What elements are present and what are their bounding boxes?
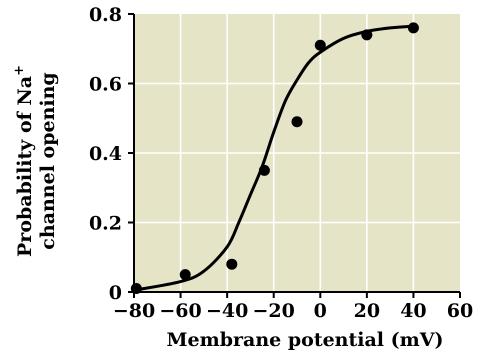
x-tick-label: −40 xyxy=(206,300,248,322)
x-tick-label: 40 xyxy=(400,300,426,322)
y-axis-title-line2: channel opening xyxy=(37,72,59,249)
x-tick-label: 60 xyxy=(447,300,473,322)
data-point xyxy=(179,269,191,281)
data-point xyxy=(361,29,373,41)
x-tick-label: −20 xyxy=(253,300,295,322)
x-tick-labels: −80 −60 −40 −20 0 20 40 60 xyxy=(113,300,473,322)
data-point xyxy=(258,164,270,176)
x-axis-title: Membrane potential (mV) xyxy=(167,329,444,351)
data-point xyxy=(314,39,326,51)
data-point xyxy=(226,258,238,270)
y-tick-label: 0.2 xyxy=(89,213,122,235)
y-tick-labels: 0 0.2 0.4 0.6 0.8 xyxy=(89,4,122,304)
x-tick-label: −60 xyxy=(159,300,201,322)
y-axis-title-superscript: + xyxy=(12,65,27,76)
y-axis-title-line1: Probability of Na+ xyxy=(12,65,36,257)
data-point xyxy=(291,116,303,128)
fit-curve xyxy=(133,24,414,292)
x-tick-label: −80 xyxy=(113,300,155,322)
x-tick-label: 20 xyxy=(354,300,380,322)
data-point xyxy=(407,22,419,34)
y-axis-title-text: Probability of Na xyxy=(14,76,36,257)
x-tick-label: 0 xyxy=(314,300,327,322)
y-tick-label: 0 xyxy=(109,282,122,304)
grid xyxy=(134,14,460,292)
y-tick-label: 0.8 xyxy=(89,4,122,26)
y-tick-label: 0.4 xyxy=(89,143,122,165)
y-tick-label: 0.6 xyxy=(89,74,122,96)
axes xyxy=(128,13,461,298)
